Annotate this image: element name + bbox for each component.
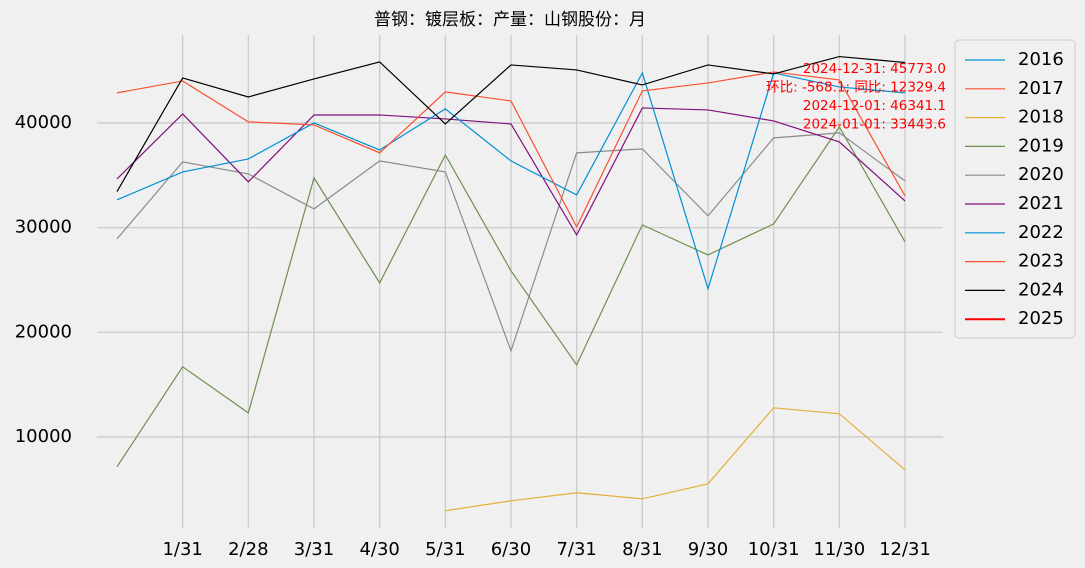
series-line [116,71,906,291]
y-tick-label: 10000 [15,426,72,447]
x-tick-label: 6/30 [491,539,531,560]
x-tick-label: 2/28 [228,539,268,560]
x-tick-label: 3/31 [294,539,334,560]
x-tick-label: 4/30 [359,539,399,560]
chart-title: 普钢：镀层板：产量：山钢股份：月 [374,10,646,30]
legend-box [954,39,1076,339]
series-line [116,107,906,237]
legend-label: 2022 [1018,222,1064,243]
series-line [116,71,906,229]
x-tick-label: 12/31 [879,539,931,560]
legend-label: 2020 [1018,164,1064,185]
legend-label: 2025 [1018,308,1064,329]
legend-label: 2017 [1018,78,1064,99]
legend-label: 2019 [1018,135,1064,156]
y-tick-label: 20000 [15,321,72,342]
y-tick-label: 40000 [15,112,72,133]
legend-label: 2024 [1018,279,1064,300]
x-tick-label: 1/31 [162,539,202,560]
x-tick-label: 8/31 [622,539,662,560]
x-tick-label: 7/31 [556,539,596,560]
series-line [116,55,906,192]
x-tick-label: 9/30 [688,539,728,560]
annotation: 2024-01-01: 33443.6 [803,117,946,133]
annotation: 环比: -568.1; 同比: 12329.4 [766,80,946,96]
annotation: 2024-12-31: 45773.0 [803,61,946,77]
annotation: 2024-12-01: 46341.1 [803,98,946,114]
series-line [445,407,906,512]
x-tick-label: 11/30 [813,539,865,560]
x-tick-label: 5/31 [425,539,465,560]
series-line [116,125,906,468]
legend-label: 2023 [1018,251,1064,272]
x-tick-label: 10/31 [748,539,800,560]
legend-label: 2016 [1018,49,1064,70]
legend-label: 2018 [1018,107,1064,128]
legend-label: 2021 [1018,193,1064,214]
series-line [116,132,906,353]
y-tick-label: 30000 [15,217,72,238]
